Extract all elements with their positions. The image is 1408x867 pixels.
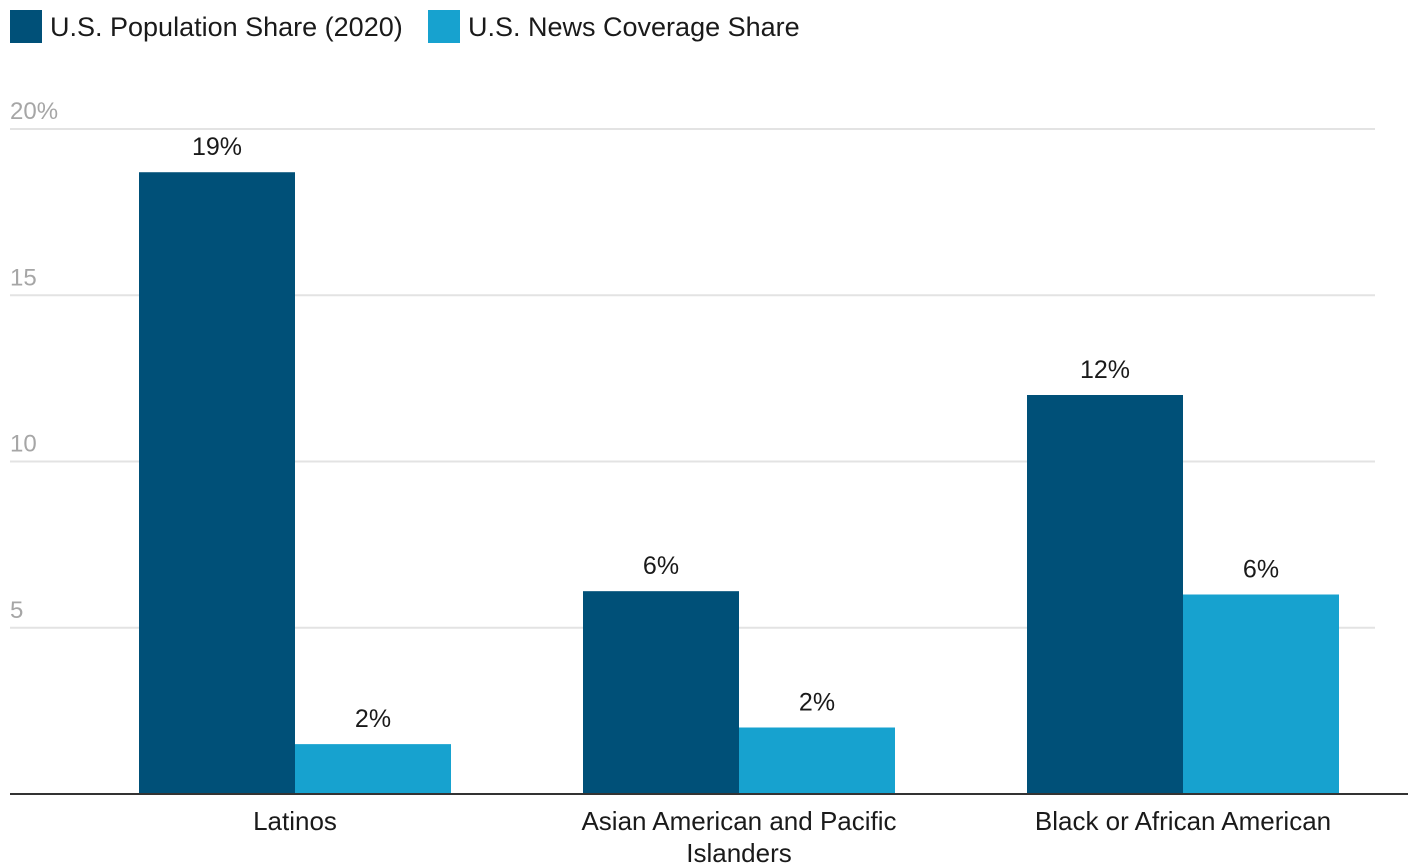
x-tick-label: Asian American and Pacific Islanders: [581, 806, 896, 867]
data-label: 19%: [192, 133, 242, 161]
data-label: 2%: [355, 705, 391, 733]
bars: [139, 172, 1339, 795]
data-label: 6%: [1243, 556, 1279, 584]
x-tick-label: Black or African American: [1035, 806, 1331, 836]
legend-label-2: U.S. News Coverage Share: [468, 12, 800, 42]
bar-series1-cat3: [1027, 395, 1183, 794]
y-tick-label: 15: [10, 264, 37, 291]
x-tick-label: Latinos: [253, 806, 337, 836]
legend-swatch-2: [428, 10, 460, 43]
legend-label-1: U.S. Population Share (2020): [50, 12, 403, 42]
data-label: 6%: [643, 552, 679, 580]
x-axis-ticks: Latinos Asian American and Pacific Islande…: [253, 806, 1331, 867]
bar-series2-cat2: [739, 727, 895, 794]
legend: U.S. Population Share (2020) U.S. News Co…: [10, 10, 800, 43]
data-labels: 19% 2% 6% 2% 12% 6%: [192, 133, 1279, 733]
bar-series2-cat1: [295, 744, 451, 794]
data-label: 12%: [1080, 356, 1130, 384]
bar-series1-cat1: [139, 172, 295, 795]
y-tick-label: 10: [10, 431, 37, 458]
bar-series2-cat3: [1183, 594, 1339, 794]
y-tick-label: 5: [10, 597, 23, 624]
bar-series1-cat2: [583, 591, 739, 794]
y-axis-ticks: 5 10 15 20%: [10, 98, 58, 624]
data-label: 2%: [799, 689, 835, 717]
y-tick-label: 20%: [10, 98, 58, 125]
legend-swatch-1: [10, 10, 42, 43]
